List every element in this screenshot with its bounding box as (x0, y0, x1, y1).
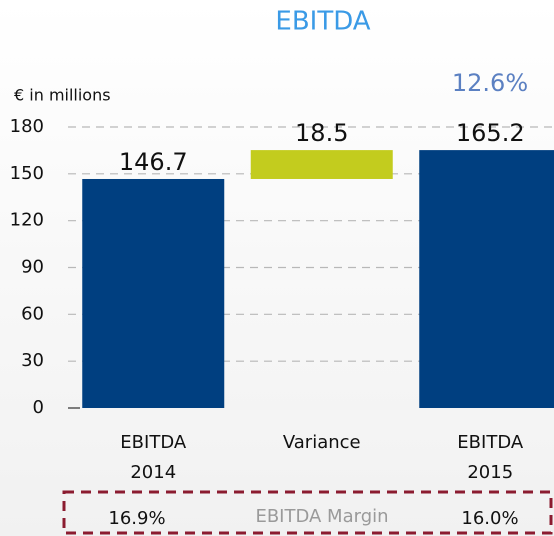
margin-box (62, 490, 553, 535)
y-tick-label: 30 (21, 350, 44, 371)
annotation: 12.6% (452, 69, 528, 97)
value-label: 165.2 (456, 119, 525, 147)
y-tick-label: 180 (10, 116, 44, 137)
margin-label: 16.0% (461, 508, 518, 529)
x-tick-label: EBITDA 2014 (120, 432, 187, 483)
margin-title: EBITDA Margin (255, 506, 388, 527)
margin-label: 16.9% (108, 508, 165, 529)
y-tick-label: 120 (10, 210, 44, 231)
y-tick-label: 150 (10, 163, 44, 184)
value-label: 146.7 (119, 148, 188, 176)
y-tick-label: 0 (33, 397, 44, 418)
y-tick-label: 60 (21, 303, 44, 324)
y-tick-label: 90 (21, 257, 44, 278)
bar (250, 150, 393, 179)
x-tick-label: Variance (282, 432, 361, 453)
x-tick-label: EBITDA 2015 (457, 432, 524, 483)
bar (419, 150, 554, 409)
y-axis-label: € in millions (14, 86, 111, 105)
value-label: 18.5 (295, 119, 348, 147)
bar (82, 178, 225, 408)
chart-title: EBITDA (275, 7, 370, 37)
